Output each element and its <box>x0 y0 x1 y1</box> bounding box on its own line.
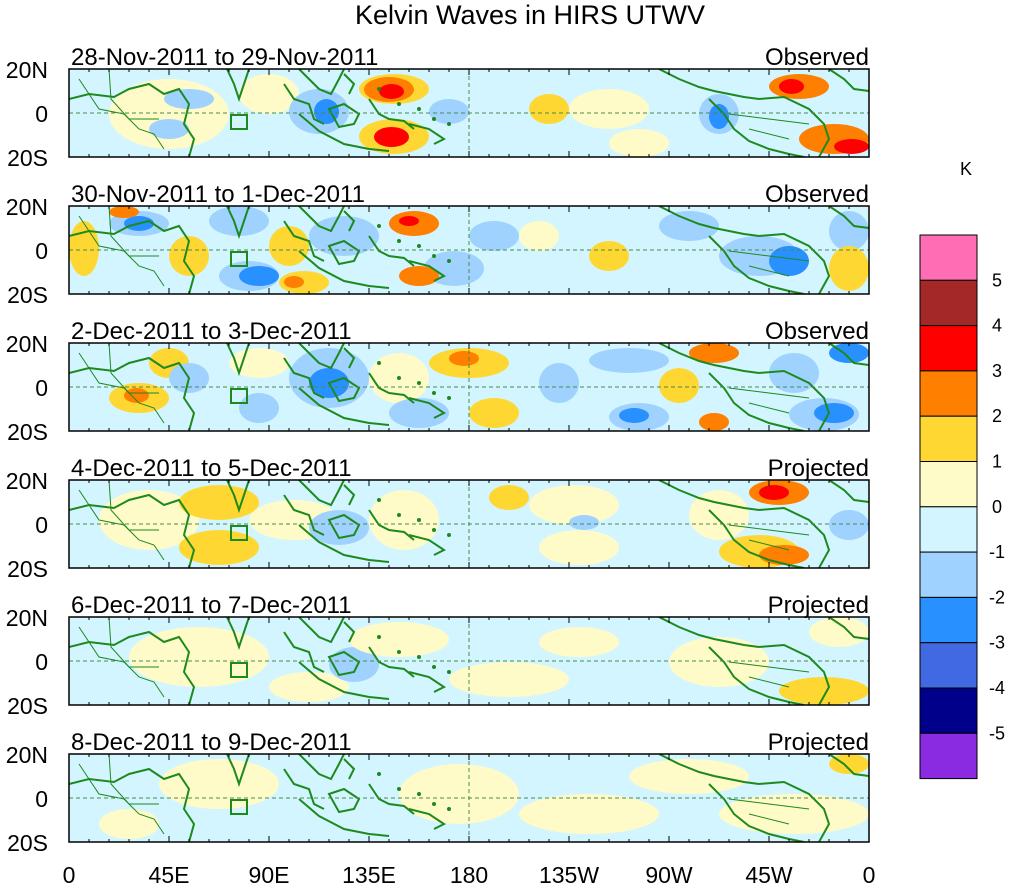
colorbar-swatch <box>919 415 978 463</box>
panel-kind: Projected <box>768 592 869 619</box>
panel-kind: Projected <box>768 729 869 756</box>
panel-kind: Observed <box>765 318 869 345</box>
lat-label: 0 <box>35 101 48 127</box>
lat-label: 20S <box>7 693 48 719</box>
colorbar-swatch <box>919 732 978 780</box>
panel-date-range: 6-Dec-2011 to 7-Dec-2011 <box>71 592 352 619</box>
colorbar-swatch <box>919 325 978 372</box>
figure-title: Kelvin Waves in HIRS UTWV <box>355 0 705 30</box>
panel-date-range: 28-Nov-2011 to 29-Nov-2011 <box>71 44 378 71</box>
colorbar-swatch <box>919 596 978 644</box>
panel-date-range: 2-Dec-2011 to 3-Dec-2011 <box>71 318 352 345</box>
colorbar-swatch <box>919 642 978 689</box>
colorbar-level-label: -5 <box>989 723 1005 743</box>
map-panel: 6-Dec-2011 to 7-Dec-2011 Projected 20N 0 20S <box>6 592 870 719</box>
lon-label: 135E <box>342 862 396 887</box>
colorbar-swatch <box>919 279 978 327</box>
map-panel: 28-Nov-2011 to 29-Nov-2011 Observed 20N 0 20… <box>6 44 870 171</box>
colorbar-level-label: -1 <box>989 542 1005 562</box>
colorbar-level-label: 4 <box>992 316 1002 336</box>
map-panel: 4-Dec-2011 to 5-Dec-2011 Projected 20N 0 20S <box>6 455 870 582</box>
lon-label: 0 <box>63 862 76 887</box>
colorbar-level-label: 1 <box>992 452 1002 472</box>
panel-kind: Observed <box>765 44 869 71</box>
panel-date-range: 30-Nov-2011 to 1-Dec-2011 <box>71 181 365 208</box>
lon-label: 0 <box>863 862 876 887</box>
panel-date-range: 4-Dec-2011 to 5-Dec-2011 <box>71 455 352 482</box>
colorbar: K 5 4 3 2 1 0 -1 -2 -3 -4 -5 <box>919 159 1005 780</box>
colorbar-level-label: 2 <box>992 406 1002 426</box>
lat-label: 20N <box>6 57 48 83</box>
panel-kind: Projected <box>768 455 869 482</box>
lat-label: 20S <box>7 556 48 582</box>
colorbar-swatch <box>919 370 978 417</box>
panel-date-range: 8-Dec-2011 to 9-Dec-2011 <box>71 729 352 756</box>
lat-label: 20N <box>6 194 48 220</box>
colorbar-level-label: 5 <box>992 270 1002 290</box>
lon-label: 135W <box>539 862 599 887</box>
colorbar-swatch <box>919 234 978 281</box>
lat-label: 20S <box>7 145 48 171</box>
lon-label: 45W <box>745 862 793 887</box>
lat-label: 20N <box>6 742 48 768</box>
lat-label: 20S <box>7 282 48 308</box>
lat-label: 20S <box>7 830 48 856</box>
lat-label: 20N <box>6 468 48 494</box>
colorbar-level-label: -4 <box>989 678 1005 698</box>
lat-label: 20N <box>6 331 48 357</box>
panel-kind: Observed <box>765 181 869 208</box>
lat-label: 0 <box>35 512 48 538</box>
colorbar-level-label: -2 <box>989 587 1005 607</box>
lat-label: 0 <box>35 238 48 264</box>
lat-label: 20S <box>7 419 48 445</box>
colorbar-swatch <box>919 506 978 553</box>
colorbar-swatch <box>919 551 978 598</box>
map-panel: 8-Dec-2011 to 9-Dec-2011 Projected 20N 0 20S <box>6 729 870 856</box>
colorbar-level-label: 0 <box>992 497 1002 517</box>
lat-label: 0 <box>35 649 48 675</box>
lat-label: 0 <box>35 786 48 812</box>
map-panel: 30-Nov-2011 to 1-Dec-2011 Observed 20N 0 20S <box>6 181 870 308</box>
colorbar-swatch <box>919 461 978 508</box>
colorbar-level-label: -3 <box>989 633 1005 653</box>
lon-label: 180 <box>450 862 488 887</box>
lon-label: 90E <box>249 862 290 887</box>
colorbar-level-label: 3 <box>992 361 1002 381</box>
lon-label: 90W <box>645 862 693 887</box>
colorbar-swatch <box>919 687 978 734</box>
colorbar-unit: K <box>960 159 972 179</box>
lat-label: 0 <box>35 375 48 401</box>
map-panel: 2-Dec-2011 to 3-Dec-2011 Observed 20N 0 20S <box>6 318 870 445</box>
lat-label: 20N <box>6 605 48 631</box>
lon-label: 45E <box>149 862 190 887</box>
